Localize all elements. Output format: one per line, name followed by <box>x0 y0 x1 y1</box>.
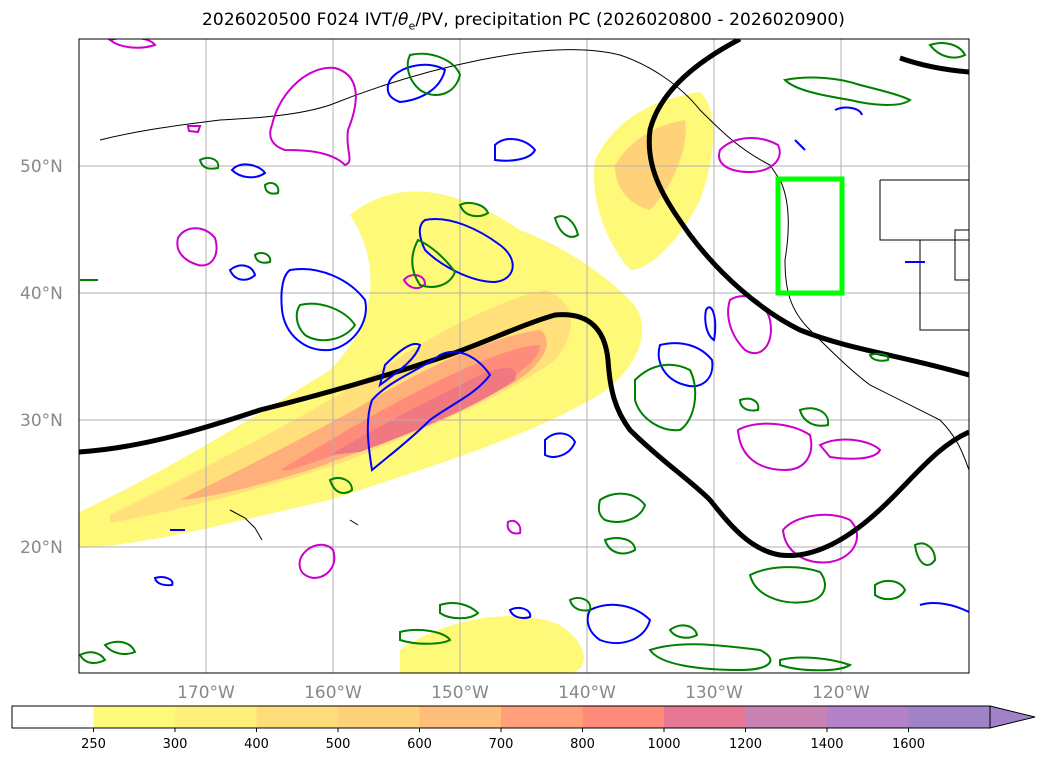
theta-e-contours <box>79 39 969 559</box>
map-title: 2026020500 F024 IVT/θe/PV, precipitation… <box>201 10 845 33</box>
lat-label-40n: 40°N <box>20 284 63 304</box>
colorbar-segment <box>501 706 583 728</box>
colorbar-tick-label: 1600 <box>892 737 925 752</box>
colorbar-segment <box>419 706 502 728</box>
map-frame <box>78 38 970 674</box>
colorbar-tick-label: 400 <box>244 737 269 752</box>
lon-label-130w: 130°W <box>685 683 743 703</box>
coastlines <box>99 49 969 541</box>
colorbar-tick-label: 700 <box>489 737 514 752</box>
precip-high-contours <box>79 42 967 672</box>
lat-label-50n: 50°N <box>20 157 63 177</box>
colorbar-tick-label: 300 <box>163 737 188 752</box>
colorbar-segment <box>12 706 94 728</box>
lon-label-160w: 160°W <box>304 683 362 703</box>
region-box <box>775 176 845 296</box>
colorbar-tick-label: 600 <box>407 737 432 752</box>
colorbar-segment <box>582 706 665 728</box>
lon-label-140w: 140°W <box>558 683 616 703</box>
colorbar-tick-label: 1400 <box>810 737 843 752</box>
colorbar-segment <box>175 706 257 728</box>
lat-label-20n: 20°N <box>20 538 63 558</box>
lat-label-30n: 30°N <box>20 411 63 431</box>
colorbar: 250 300 400 500 600 700 800 1000 1200 1400 1600 <box>11 705 1036 752</box>
colorbar-segment <box>908 706 991 728</box>
colorbar-tick-label: 800 <box>570 737 595 752</box>
colorbar-segment <box>338 706 420 728</box>
colorbar-segment <box>827 706 909 728</box>
colorbar-segment <box>664 706 746 728</box>
lon-label-170w: 170°W <box>177 683 235 703</box>
colorbar-segment <box>256 706 339 728</box>
colorbar-segment <box>93 706 176 728</box>
lon-label-120w: 120°W <box>812 683 870 703</box>
colorbar-tick-label: 250 <box>81 737 106 752</box>
lon-label-150w: 150°W <box>431 683 489 703</box>
colorbar-segment <box>745 706 828 728</box>
colorbar-tick-label: 1000 <box>647 737 680 752</box>
map-layers <box>79 39 969 673</box>
colorbar-tick-label: 1200 <box>729 737 762 752</box>
colorbar-tick-label: 500 <box>326 737 351 752</box>
colorbar-extend-arrow <box>989 705 1036 729</box>
